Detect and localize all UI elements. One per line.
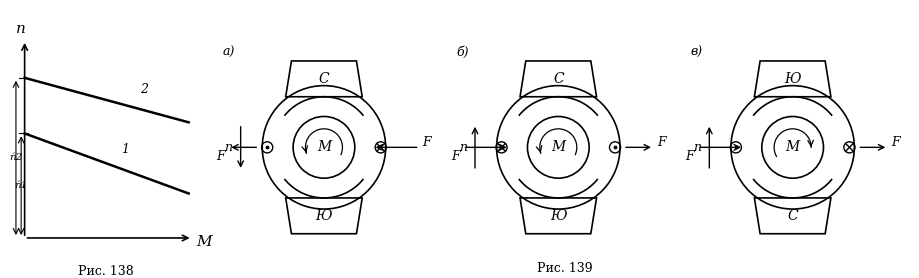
Text: Ю: Ю [785, 72, 800, 86]
Text: в): в) [691, 46, 703, 59]
Text: М: М [551, 140, 565, 154]
Text: n: n [693, 141, 701, 154]
Text: n: n [459, 141, 467, 154]
Text: n: n [16, 22, 26, 36]
Text: F: F [423, 136, 431, 149]
Text: М: М [786, 140, 800, 154]
Text: F: F [891, 136, 900, 149]
Text: С: С [319, 72, 329, 86]
Text: С: С [553, 72, 563, 86]
Text: F: F [657, 136, 665, 149]
Text: Ю: Ю [550, 209, 566, 223]
Text: M: M [197, 235, 212, 249]
Text: F: F [686, 150, 694, 163]
Text: 1: 1 [121, 143, 130, 157]
Text: б): б) [457, 46, 469, 59]
Text: ń1: ń1 [14, 181, 28, 190]
Text: n: n [224, 141, 233, 154]
Text: Рис. 138: Рис. 138 [78, 265, 133, 278]
Text: ń2: ń2 [9, 153, 22, 162]
Text: М: М [317, 140, 331, 154]
Text: F: F [451, 150, 460, 163]
Text: 2: 2 [141, 83, 149, 96]
Text: С: С [788, 209, 798, 223]
Text: Рис. 139: Рис. 139 [538, 262, 593, 275]
Text: F: F [217, 150, 225, 163]
Text: а): а) [222, 46, 234, 59]
Text: Ю: Ю [316, 209, 332, 223]
